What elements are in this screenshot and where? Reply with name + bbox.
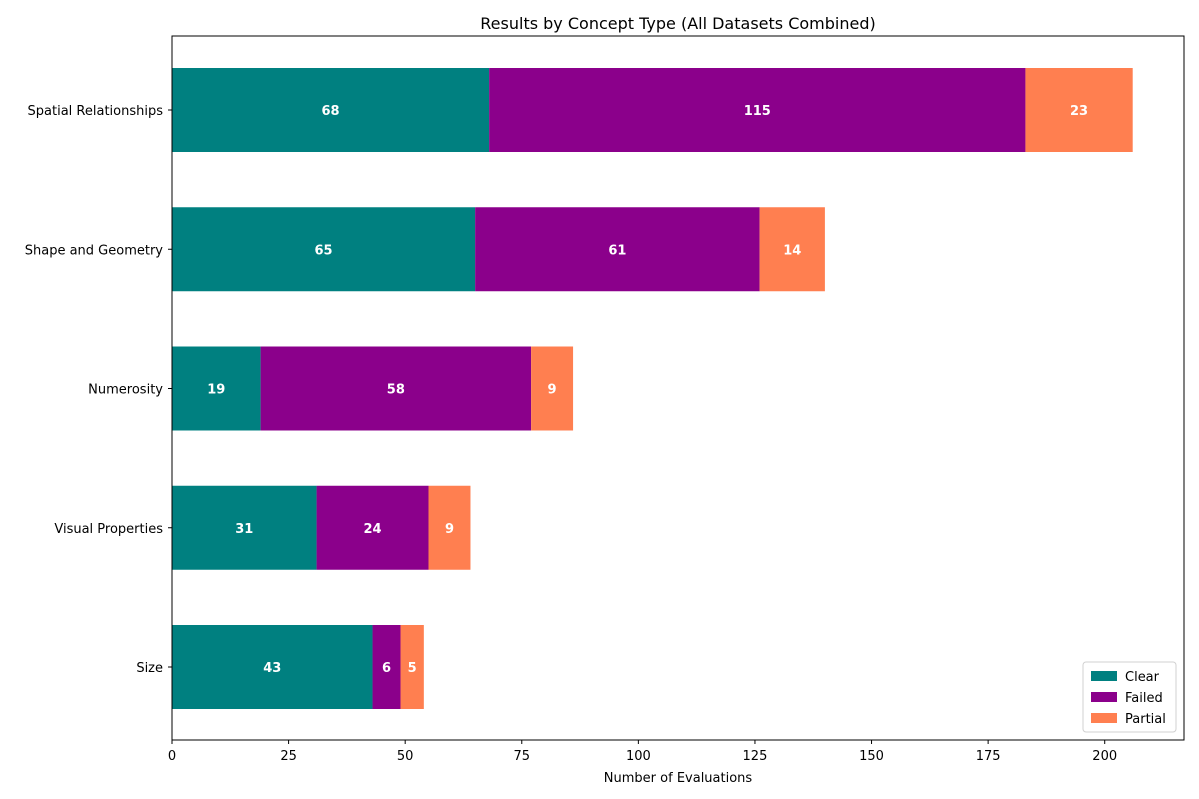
y-tick-label: Spatial Relationships bbox=[28, 104, 164, 119]
bar-size-clear bbox=[172, 625, 373, 709]
bar-value-label: 43 bbox=[263, 661, 281, 676]
bar-shape-and-geometry-partial bbox=[759, 207, 825, 292]
bar-visual-properties-failed bbox=[316, 485, 429, 570]
legend-swatch-clear bbox=[1091, 671, 1117, 681]
bar-spatial-relationships-failed bbox=[489, 68, 1026, 152]
bars-layer bbox=[172, 68, 1133, 709]
bar-value-label: 23 bbox=[1070, 104, 1088, 119]
bar-value-label: 31 bbox=[235, 522, 253, 537]
legend: Clear Failed Partial bbox=[1082, 661, 1177, 733]
bar-visual-properties-partial bbox=[428, 485, 471, 570]
bar-value-label: 9 bbox=[445, 522, 454, 537]
x-tick-label: 200 bbox=[1092, 749, 1117, 764]
bar-value-label: 9 bbox=[548, 383, 557, 398]
x-tick-label: 125 bbox=[743, 749, 768, 764]
x-tick-label: 75 bbox=[513, 749, 530, 764]
bar-spatial-relationships-partial bbox=[1025, 68, 1133, 152]
bar-numerosity-clear bbox=[172, 346, 261, 431]
bar-size-partial bbox=[400, 625, 424, 709]
bar-numerosity-partial bbox=[531, 346, 574, 431]
x-tick-label: 175 bbox=[976, 749, 1001, 764]
x-tick-label: 150 bbox=[859, 749, 884, 764]
bar-shape-and-geometry-failed bbox=[475, 207, 760, 292]
bar-value-label: 14 bbox=[783, 243, 801, 258]
x-axis-label: Number of Evaluations bbox=[604, 771, 753, 786]
bar-size-failed bbox=[372, 625, 401, 709]
x-tick-label: 0 bbox=[168, 749, 176, 764]
bar-value-label: 61 bbox=[608, 243, 626, 258]
bar-shape-and-geometry-clear bbox=[172, 207, 476, 292]
chart-title: Results by Concept Type (All Datasets Co… bbox=[480, 14, 875, 33]
bar-visual-properties-clear bbox=[172, 485, 317, 570]
bar-numerosity-failed bbox=[260, 346, 532, 431]
y-tick-label: Shape and Geometry bbox=[25, 243, 164, 258]
bar-value-label: 115 bbox=[744, 104, 771, 119]
bar-value-label: 58 bbox=[387, 383, 405, 398]
legend-label-failed: Failed bbox=[1125, 691, 1163, 706]
x-tick-label: 50 bbox=[397, 749, 414, 764]
x-axis: 0 25 50 75 100 125 150 175 200 bbox=[168, 740, 1117, 764]
x-tick-label: 25 bbox=[280, 749, 297, 764]
y-tick-label: Visual Properties bbox=[54, 522, 163, 537]
bar-value-label: 24 bbox=[363, 522, 381, 537]
bar-value-label: 5 bbox=[408, 661, 417, 676]
bar-value-label: 68 bbox=[322, 104, 340, 119]
y-axis: Spatial Relationships Shape and Geometry N… bbox=[25, 104, 172, 676]
bar-value-label: 19 bbox=[207, 383, 225, 398]
bar-value-label: 65 bbox=[315, 243, 333, 258]
legend-label-clear: Clear bbox=[1125, 670, 1160, 685]
y-tick-label: Numerosity bbox=[88, 383, 163, 398]
y-tick-label: Size bbox=[136, 661, 163, 676]
bar-spatial-relationships-clear bbox=[172, 68, 490, 152]
legend-label-partial: Partial bbox=[1125, 712, 1166, 727]
legend-swatch-failed bbox=[1091, 692, 1117, 702]
x-tick-label: 100 bbox=[626, 749, 651, 764]
legend-swatch-partial bbox=[1091, 713, 1117, 723]
bar-value-label: 6 bbox=[382, 661, 391, 676]
